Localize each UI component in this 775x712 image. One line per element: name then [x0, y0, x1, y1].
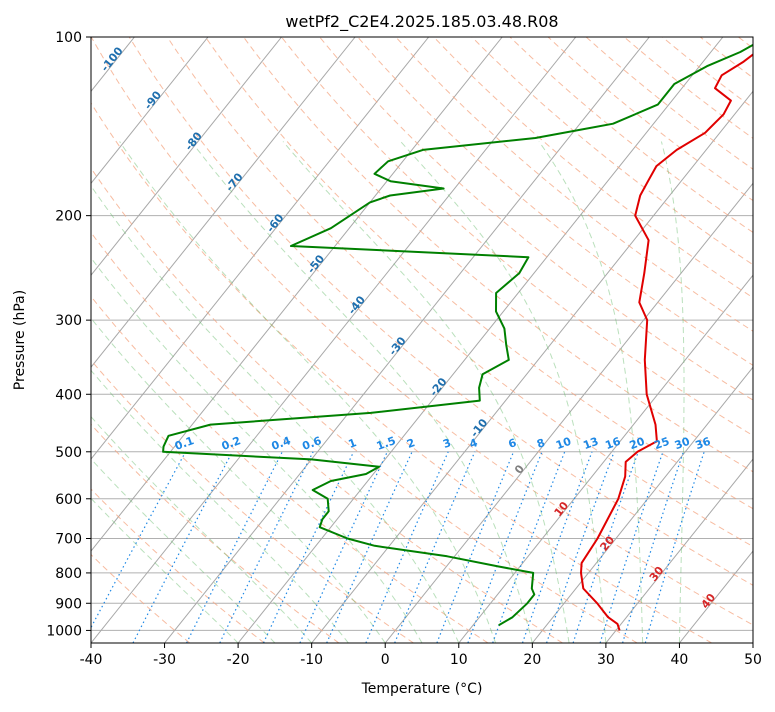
dry-adiabat-line — [510, 37, 775, 643]
isotherm-label: -50 — [305, 252, 328, 276]
chart-title: wetPf2_C2E4.2025.185.03.48.R08 — [285, 12, 558, 32]
isotherm-line — [0, 37, 282, 643]
isotherm-label: -40 — [345, 293, 368, 317]
mixing-ratio-label: 10 — [554, 435, 573, 453]
mixing-ratio-label: 20 — [628, 435, 647, 453]
isotherm-label: -60 — [264, 211, 287, 235]
moist-adiabat-line — [0, 142, 238, 644]
dry-adiabat-line — [320, 37, 775, 643]
y-tick-label: 600 — [55, 492, 82, 508]
mixing-ratio-line — [366, 452, 448, 643]
isotherm-label: -20 — [427, 375, 450, 399]
x-axis-label: Temperature (°C) — [361, 681, 483, 697]
mixing-ratio-line — [327, 452, 412, 643]
moist-adiabat-line — [661, 142, 684, 644]
dry-adiabat-line — [0, 37, 414, 643]
isotherm-label: -30 — [386, 334, 409, 358]
x-tick-label: 50 — [744, 652, 762, 668]
y-tick-label: 200 — [55, 209, 82, 225]
isotherm-line — [165, 37, 650, 643]
dry-adiabat-line — [586, 37, 775, 643]
dry-adiabat-line — [738, 37, 775, 643]
x-tick-label: 0 — [381, 652, 390, 668]
dry-adiabat-line — [0, 37, 563, 643]
mixing-ratio-line — [187, 452, 283, 643]
isotherm-label: -10 — [468, 416, 491, 440]
dry-adiabat-line — [700, 37, 775, 643]
mixing-ratio-label: 1.5 — [375, 434, 398, 453]
mixing-ratio-line — [468, 452, 542, 643]
mixing-ratio-label: 8 — [535, 436, 547, 451]
dry-adiabat-line — [0, 37, 264, 643]
y-axis-label: Pressure (hPa) — [12, 290, 28, 390]
isotherm-line — [0, 37, 61, 643]
moist-adiabat-line — [0, 142, 348, 644]
mixing-ratio-line — [220, 452, 313, 643]
x-tick-label: -40 — [80, 652, 103, 668]
isotherm-line — [679, 37, 775, 643]
dewpoint-profile-line — [163, 37, 767, 625]
mixing-ratio-line — [83, 452, 186, 643]
dry-adiabat-line — [548, 37, 775, 643]
mixing-ratio-label: 2 — [405, 436, 417, 451]
background-lines — [0, 37, 775, 643]
isotherm-line — [312, 37, 775, 643]
mixing-ratio-label: 25 — [652, 435, 671, 452]
mixing-ratio-label: 3 — [441, 436, 453, 451]
isotherm-label: -80 — [182, 129, 205, 153]
x-tick-label: 20 — [523, 652, 541, 668]
isotherm-line — [0, 37, 429, 643]
warm-isotherm-label: 20 — [597, 533, 617, 553]
mixing-ratio-line — [623, 452, 684, 643]
mixing-ratio-label: 13 — [581, 435, 600, 452]
warm-isotherm-label: 40 — [699, 591, 719, 611]
x-tick-label: 40 — [671, 652, 689, 668]
y-tick-label: 100 — [55, 30, 82, 46]
y-tick-label: 300 — [55, 313, 82, 329]
mixing-ratio-line — [300, 452, 387, 643]
y-tick-label: 900 — [55, 596, 82, 612]
mixing-ratio-label: 30 — [673, 435, 692, 453]
isotherm-line — [91, 37, 576, 643]
x-tick-label: -30 — [153, 652, 176, 668]
mixing-ratio-label: 0.2 — [220, 434, 243, 453]
isotherm-line — [606, 37, 775, 643]
x-tick-label: -20 — [227, 652, 250, 668]
mixing-ratio-line — [264, 452, 354, 643]
y-tick-label: 800 — [55, 566, 82, 582]
isotherm-line — [0, 37, 208, 643]
isotherm-line — [17, 37, 502, 643]
mixing-ratio-label: 0.6 — [300, 434, 323, 453]
warm-isotherm-label: 10 — [552, 499, 572, 519]
y-tick-label: 500 — [55, 445, 82, 461]
isotherm-label: -100 — [98, 44, 126, 74]
mixing-ratio-label: 6 — [507, 436, 519, 451]
mixing-ratio-line — [645, 452, 704, 643]
dry-adiabat-line — [0, 37, 339, 643]
isotherm-label: -90 — [142, 88, 165, 112]
dry-adiabat-line — [0, 37, 190, 643]
warm-isotherm-label: 30 — [647, 564, 667, 584]
isotherm-line — [753, 37, 775, 643]
mixing-ratio-label: 0.1 — [173, 434, 196, 453]
moist-adiabat-line — [62, 142, 459, 644]
mixing-ratio-label: 1 — [347, 436, 359, 451]
y-tick-label: 1000 — [46, 623, 82, 639]
y-tick-label: 700 — [55, 532, 82, 548]
moist-adiabat-line — [0, 142, 312, 644]
x-tick-label: -10 — [300, 652, 323, 668]
x-tick-label: 10 — [450, 652, 468, 668]
x-tick-label: 30 — [597, 652, 615, 668]
mixing-ratio-line — [437, 452, 514, 643]
y-tick-label: 400 — [55, 387, 82, 403]
dry-adiabat-line — [472, 37, 775, 643]
mixing-ratio-label: 16 — [603, 435, 622, 453]
dry-adiabat-line — [244, 37, 775, 643]
mixing-ratio-label: 0.4 — [270, 434, 293, 453]
isotherm-line — [0, 37, 355, 643]
